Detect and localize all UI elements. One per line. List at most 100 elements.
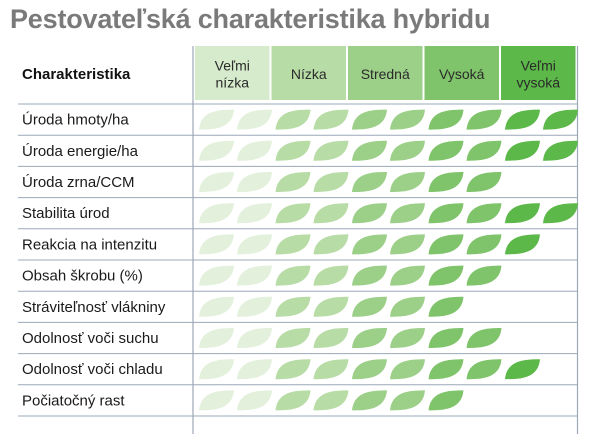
rating-leaf: [543, 203, 578, 224]
rating-leaf: [237, 390, 272, 411]
level-label: Vysoká: [439, 66, 485, 82]
rating-leaf: [313, 234, 349, 255]
rating-leaf: [390, 296, 425, 317]
rating-leaf: [428, 265, 464, 286]
rating-leaf: [390, 140, 425, 161]
rating-leaf: [313, 390, 349, 411]
rating-leaf: [390, 109, 425, 130]
row-label: Odolnosť voči suchu: [22, 330, 159, 347]
rating-leaf: [275, 140, 311, 161]
level-header-cell: [195, 46, 270, 100]
rating-leaf: [199, 109, 234, 130]
rating-leaf: [275, 328, 311, 348]
rating-leaf: [199, 296, 234, 317]
rating-leaf: [313, 265, 349, 286]
row-label: Počiatočný rast: [22, 392, 125, 409]
rating-leaf: [428, 109, 464, 130]
rating-leaf: [390, 328, 425, 348]
rating-leaf: [237, 296, 272, 317]
rating-leaf: [352, 172, 387, 192]
rating-leaf: [237, 109, 272, 130]
row-label: Úroda zrna/CCM: [22, 174, 135, 191]
rating-leaf: [275, 172, 311, 192]
level-label: Stredná: [361, 66, 410, 82]
rating-leaf: [466, 140, 502, 161]
rating-leaf: [237, 265, 272, 286]
page-title: Pestovateľská charakteristika hybridu: [10, 4, 491, 34]
rating-leaf: [428, 296, 464, 317]
row-label: Úroda energie/ha: [22, 143, 139, 160]
rating-leaf: [505, 140, 540, 161]
rating-leaf: [543, 109, 578, 130]
row-label: Stabilita úrod: [22, 205, 110, 222]
rating-leaf: [466, 172, 502, 192]
rating-leaf: [543, 140, 578, 161]
rating-leaf: [199, 203, 234, 224]
rating-leaf: [505, 234, 540, 255]
rating-leaf: [199, 390, 234, 411]
rating-leaf: [428, 359, 464, 380]
rating-leaf: [237, 234, 272, 255]
level-label: Nízka: [291, 66, 327, 82]
rating-leaf: [199, 265, 234, 286]
rating-leaf: [275, 109, 311, 130]
rating-leaf: [466, 328, 502, 348]
rating-leaf: [428, 203, 464, 224]
rating-leaf: [390, 203, 425, 224]
rating-leaf: [275, 265, 311, 286]
rating-leaf: [275, 203, 311, 224]
rating-leaf: [313, 296, 349, 317]
row-label: Reakcia na intenzitu: [22, 236, 157, 253]
rating-leaf: [352, 109, 387, 130]
rating-leaf: [466, 265, 502, 286]
rating-leaf: [466, 109, 502, 130]
rating-leaf: [466, 359, 502, 380]
rating-leaf: [237, 359, 272, 380]
rating-leaf: [390, 172, 425, 192]
level-label: Veľmi: [521, 58, 556, 74]
level-label: vysoká: [516, 75, 560, 91]
rating-leaf: [275, 390, 311, 411]
rating-leaf: [313, 109, 349, 130]
rating-leaf: [237, 328, 272, 348]
level-label: nízka: [216, 75, 250, 91]
row-label: Odolnosť voči chladu: [22, 361, 163, 378]
level-label: Veľmi: [215, 58, 250, 74]
rating-leaf: [313, 359, 349, 380]
rating-leaf: [352, 234, 387, 255]
rating-leaf: [237, 172, 272, 192]
rating-leaf: [428, 140, 464, 161]
rating-leaf: [313, 328, 349, 348]
level-header-cell: [271, 46, 346, 100]
rating-leaf: [237, 203, 272, 224]
rating-leaf: [352, 140, 387, 161]
rating-leaf: [428, 172, 464, 192]
rating-leaf: [466, 234, 502, 255]
row-label: Obsah škrobu (%): [22, 268, 143, 285]
rating-leaf: [313, 140, 349, 161]
rating-leaf: [390, 390, 425, 411]
rating-leaf: [199, 172, 234, 192]
rating-leaf: [352, 359, 387, 380]
rating-leaf: [352, 265, 387, 286]
level-header-cell: [501, 46, 576, 100]
rating-leaf: [428, 328, 464, 348]
rating-leaf: [428, 390, 464, 411]
rating-leaf: [237, 140, 272, 161]
rating-leaf: [199, 328, 234, 348]
rating-leaf: [390, 265, 425, 286]
rating-leaf: [505, 203, 540, 224]
rating-leaf: [313, 172, 349, 192]
rating-leaf: [428, 234, 464, 255]
rating-leaf: [505, 359, 540, 380]
level-header-cell: [348, 46, 423, 100]
rating-leaf: [352, 296, 387, 317]
rating-leaf: [199, 140, 234, 161]
rating-leaf: [275, 359, 311, 380]
rating-leaf: [313, 203, 349, 224]
row-label: Úroda hmoty/ha: [22, 112, 129, 129]
rating-leaf: [390, 359, 425, 380]
rating-leaf: [352, 390, 387, 411]
rating-leaf: [275, 296, 311, 317]
